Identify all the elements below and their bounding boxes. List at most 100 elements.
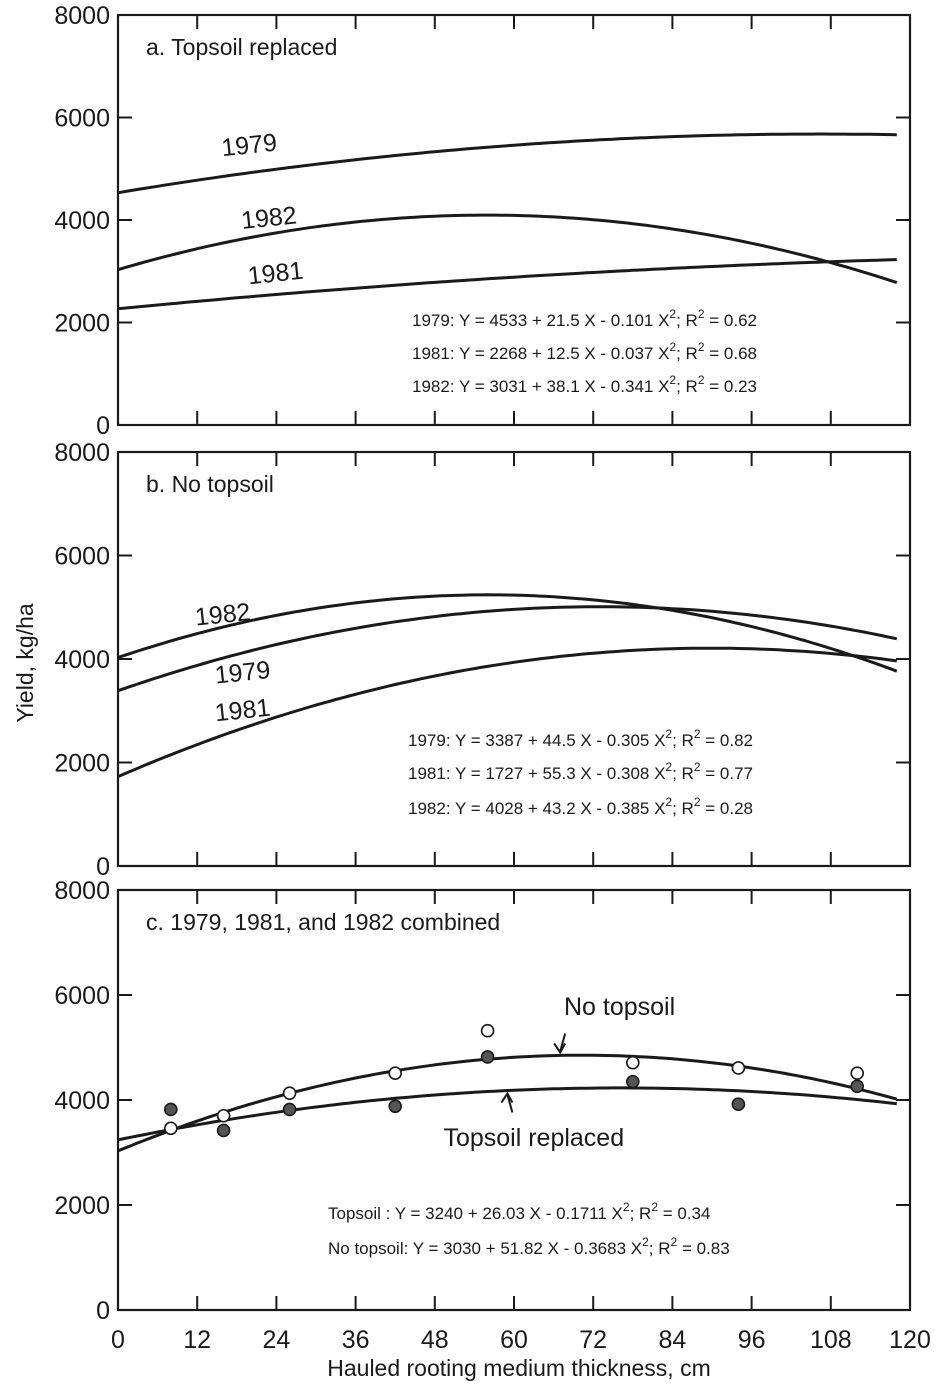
y-tick-label: 4000 <box>54 646 110 674</box>
eq-mid: ; R <box>676 377 698 396</box>
eq-sup: 2 <box>669 307 676 321</box>
panel-title: c. 1979, 1981, and 1982 combined <box>146 909 500 935</box>
eq-tail: = 0.68 <box>705 344 757 363</box>
series-line-1979 <box>117 132 897 195</box>
series-label: 1982 <box>240 201 298 235</box>
eq-sup: 2 <box>665 760 672 774</box>
eq-mid: ; R <box>672 731 694 750</box>
eq-sup: 2 <box>651 1200 658 1214</box>
y-tick-label: 2000 <box>54 750 110 778</box>
y-tick-label: 6000 <box>54 982 110 1010</box>
eq-lead: No topsoil: Y = 3030 + 51.82 X - 0.3683 … <box>328 1239 642 1258</box>
eq-tail: = 0.83 <box>677 1239 729 1258</box>
eq-mid: ; R <box>672 764 694 783</box>
series-line-topsoil-replaced <box>117 1086 897 1142</box>
x-tick-label: 24 <box>262 1326 290 1354</box>
y-tick-label: 4000 <box>54 1087 110 1115</box>
eq-sup: 2 <box>698 307 705 321</box>
y-tick-label: 2000 <box>54 1192 110 1220</box>
x-tick-label: 12 <box>183 1326 211 1354</box>
series-line-1982 <box>117 213 898 285</box>
y-axis-title: Yield, kg/ha <box>12 603 38 723</box>
arrow-pointer <box>559 1033 567 1052</box>
eq-sup: 2 <box>694 727 701 741</box>
panel-c: 0 12 24 36 48 60 72 84 96 108 120 0 2000 4000 6000 8000… <box>54 877 930 1354</box>
plot-frame <box>116 13 912 427</box>
data-point-no-topsoil <box>625 1055 640 1070</box>
regression-equation: 1982: Y = 3031 + 38.1 X - 0.341 X2; R2 =… <box>412 373 757 396</box>
series-line-no-topsoil <box>117 1053 898 1153</box>
eq-sup: 2 <box>694 795 701 809</box>
panel-a: 0 2000 4000 6000 8000 a. Topsoil replaced 1979… <box>54 2 912 440</box>
series-line-1981 <box>117 646 898 778</box>
eq-sup: 2 <box>665 727 672 741</box>
y-tick-label: 4000 <box>54 207 110 235</box>
eq-mid: ; R <box>676 344 698 363</box>
panel-title: a. Topsoil replaced <box>146 34 337 60</box>
series-label: 1979 <box>213 656 271 690</box>
eq-tail: = 0.77 <box>701 764 753 783</box>
eq-sup: 2 <box>669 373 676 387</box>
regression-equation: 1979: Y = 4533 + 21.5 X - 0.101 X2; R2 =… <box>412 307 757 330</box>
regression-equation: 1981: Y = 1727 + 55.3 X - 0.308 X2; R2 =… <box>408 760 753 783</box>
eq-lead: 1981: Y = 1727 + 55.3 X - 0.308 X <box>408 764 665 783</box>
data-point-topsoil <box>282 1102 297 1117</box>
x-tick-label: 36 <box>342 1326 370 1354</box>
y-tick-label: 0 <box>96 412 110 440</box>
y-tick-label: 8000 <box>54 877 110 905</box>
data-point-topsoil <box>625 1074 640 1089</box>
x-tick-label: 96 <box>738 1326 766 1354</box>
y-tick-label: 2000 <box>54 310 110 338</box>
data-point-no-topsoil <box>850 1066 865 1081</box>
y-tick-label: 8000 <box>54 2 110 30</box>
y-tick-label: 6000 <box>54 105 110 133</box>
arrow-pointer <box>506 1094 514 1113</box>
eq-sup: 2 <box>665 795 672 809</box>
series-line-1982 <box>117 593 898 673</box>
eq-tail: = 0.28 <box>701 799 753 818</box>
x-tick-label: 108 <box>810 1326 852 1354</box>
arrow-head <box>500 1091 514 1104</box>
series-label: 1981 <box>246 257 304 291</box>
data-point-no-topsoil <box>480 1023 495 1038</box>
data-point-topsoil <box>850 1079 865 1094</box>
x-tick-label: 60 <box>500 1326 528 1354</box>
x-tick-label: 120 <box>889 1326 931 1354</box>
eq-lead: Topsoil : Y = 3240 + 26.03 X - 0.1711 X <box>328 1204 623 1223</box>
eq-tail: = 0.82 <box>701 731 753 750</box>
x-axis-title: Hauled rooting medium thickness, cm <box>327 1355 711 1381</box>
data-point-no-topsoil <box>164 1121 178 1136</box>
y-tick-label: 6000 <box>54 543 110 571</box>
data-point-topsoil <box>388 1099 403 1114</box>
eq-tail: = 0.34 <box>658 1204 710 1223</box>
data-point-topsoil <box>164 1102 178 1117</box>
data-point-no-topsoil <box>282 1086 297 1100</box>
series-line-1981 <box>117 258 897 311</box>
eq-mid: ; R <box>649 1239 671 1258</box>
eq-lead: 1981: Y = 2268 + 12.5 X - 0.037 X <box>412 344 669 363</box>
eq-sup: 2 <box>669 340 676 354</box>
eq-sup: 2 <box>698 340 705 354</box>
eq-mid: ; R <box>630 1204 652 1223</box>
y-tick-label: 8000 <box>54 439 110 467</box>
series-label: No topsoil <box>564 993 675 1021</box>
regression-equation: 1979: Y = 3387 + 44.5 X - 0.305 X2; R2 =… <box>408 727 753 750</box>
y-tick-label: 0 <box>96 853 110 881</box>
series-label: 1981 <box>213 694 271 728</box>
data-point-no-topsoil <box>216 1108 231 1123</box>
data-point-topsoil <box>480 1050 495 1064</box>
series-label: 1979 <box>220 129 278 163</box>
eq-tail: = 0.62 <box>705 311 757 330</box>
series-label: Topsoil replaced <box>443 1124 624 1152</box>
eq-sup: 2 <box>698 373 705 387</box>
eq-mid: ; R <box>672 799 694 818</box>
eq-sup: 2 <box>671 1235 678 1249</box>
eq-lead: 1979: Y = 3387 + 44.5 X - 0.305 X <box>408 731 665 750</box>
x-tick-label: 84 <box>658 1326 686 1354</box>
x-tick-label: 0 <box>111 1326 125 1354</box>
regression-equation: No topsoil: Y = 3030 + 51.82 X - 0.3683 … <box>328 1235 730 1258</box>
eq-sup: 2 <box>642 1235 649 1249</box>
eq-sup: 2 <box>694 760 701 774</box>
data-point-no-topsoil <box>731 1061 746 1075</box>
panel-b: 0 2000 4000 6000 8000 b. No topsoil 1982 1979 19… <box>54 439 912 881</box>
